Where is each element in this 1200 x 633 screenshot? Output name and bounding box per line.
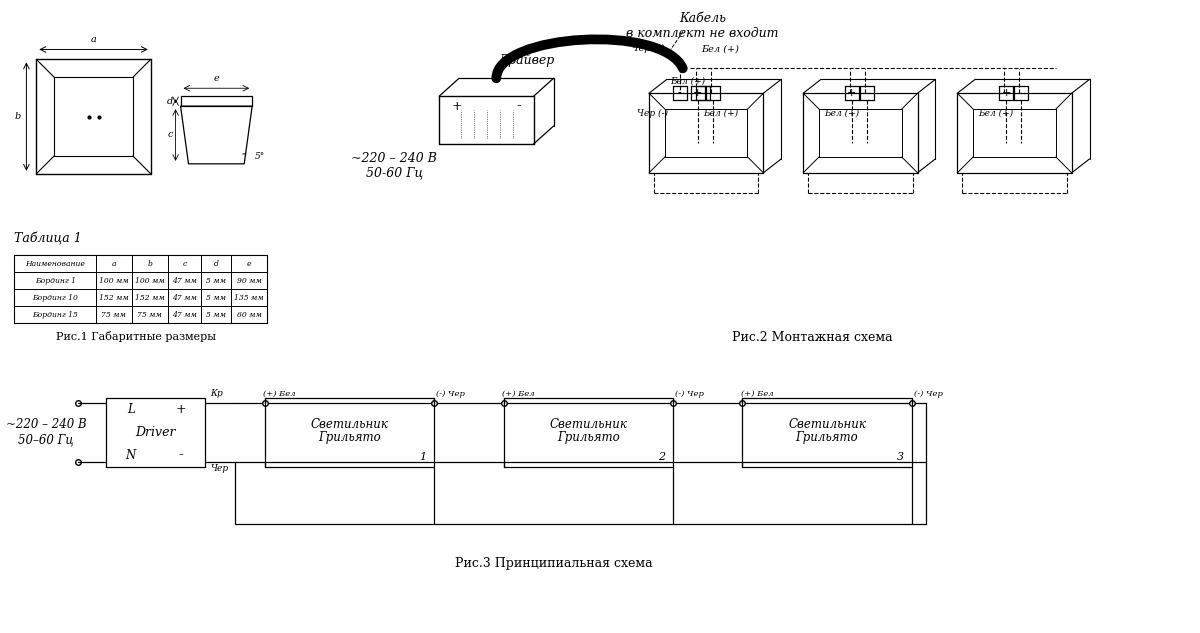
Text: 75 мм: 75 мм (137, 311, 162, 318)
Text: Светильник: Светильник (311, 418, 389, 430)
Text: ~220 – 240 В
50-60 Гц: ~220 – 240 В 50-60 Гц (352, 152, 437, 180)
Text: Грильято: Грильято (796, 432, 858, 444)
Text: (-) Чер: (-) Чер (913, 389, 942, 398)
Text: Драйвер: Драйвер (499, 54, 556, 68)
Text: 47 мм: 47 мм (172, 294, 197, 301)
Text: 47 мм: 47 мм (172, 277, 197, 285)
Text: Бординг 15: Бординг 15 (32, 311, 78, 318)
Text: Светильник: Светильник (788, 418, 866, 430)
Text: b: b (14, 112, 20, 121)
Text: L: L (127, 403, 134, 416)
Text: e: e (214, 74, 220, 84)
Text: 5 мм: 5 мм (206, 311, 227, 318)
Text: Чер (-): Чер (-) (631, 44, 665, 53)
Text: d: d (167, 97, 173, 106)
Text: +: + (1001, 88, 1010, 98)
Text: 135 мм: 135 мм (234, 294, 264, 301)
Text: -: - (678, 88, 682, 98)
Text: Бел (+): Бел (+) (671, 76, 706, 85)
Text: d: d (214, 260, 218, 268)
Text: Грильято: Грильято (557, 432, 619, 444)
Text: b: b (148, 260, 152, 268)
Text: 75 мм: 75 мм (102, 311, 126, 318)
Text: 2: 2 (658, 452, 665, 462)
Text: Бел (+): Бел (+) (978, 109, 1014, 118)
Text: 5 мм: 5 мм (206, 294, 227, 301)
Text: a: a (112, 260, 116, 268)
Text: 60 мм: 60 мм (236, 311, 262, 318)
Text: Бел (+): Бел (+) (824, 109, 859, 118)
Text: (+) Бел: (+) Бел (740, 389, 773, 398)
Text: N: N (126, 449, 136, 461)
Text: Рис.1 Габаритные размеры: Рис.1 Габаритные размеры (56, 331, 216, 342)
Text: Светильник: Светильник (550, 418, 628, 430)
Text: (-) Чер: (-) Чер (674, 389, 703, 398)
Text: 47 мм: 47 мм (172, 311, 197, 318)
Text: 5 мм: 5 мм (206, 277, 227, 285)
Text: -: - (516, 99, 521, 113)
Text: 5°: 5° (256, 152, 265, 161)
Text: -: - (178, 448, 182, 462)
Text: Driver: Driver (136, 426, 176, 439)
Text: Рис.2 Монтажная схема: Рис.2 Монтажная схема (732, 331, 893, 344)
Text: Бординг 1: Бординг 1 (35, 277, 76, 285)
Text: e: e (247, 260, 252, 268)
Text: Кабель: Кабель (679, 11, 726, 25)
Text: +: + (694, 88, 702, 98)
Text: c: c (167, 130, 173, 139)
Text: 152 мм: 152 мм (100, 294, 128, 301)
Text: Чер (-): Чер (-) (637, 108, 668, 118)
Text: 90 мм: 90 мм (236, 277, 262, 285)
Text: Таблица 1: Таблица 1 (14, 232, 83, 246)
Text: Бел (+): Бел (+) (701, 44, 738, 53)
Text: Чер: Чер (210, 464, 228, 473)
Text: Грильято: Грильято (318, 432, 382, 444)
Text: 100 мм: 100 мм (134, 277, 164, 285)
Text: 100 мм: 100 мм (100, 277, 128, 285)
Text: (+) Бел: (+) Бел (263, 389, 295, 398)
Text: Бел (+): Бел (+) (703, 109, 738, 118)
Text: Кр: Кр (210, 389, 223, 398)
Text: (-) Чер: (-) Чер (436, 389, 466, 398)
Text: 1: 1 (419, 452, 426, 462)
Text: Рис.3 Принципиальная схема: Рис.3 Принципиальная схема (455, 556, 653, 570)
Text: в комплект не входит: в комплект не входит (626, 27, 779, 40)
Text: a: a (91, 35, 96, 44)
Text: +: + (175, 403, 186, 416)
Text: 3: 3 (896, 452, 904, 462)
Text: +: + (847, 88, 857, 98)
Text: ~220 – 240 В
50–60 Гц: ~220 – 240 В 50–60 Гц (6, 418, 86, 446)
Text: c: c (182, 260, 187, 268)
Text: +: + (451, 99, 462, 113)
Text: (+) Бел: (+) Бел (502, 389, 534, 398)
Text: Бординг 10: Бординг 10 (32, 294, 78, 301)
Text: 152 мм: 152 мм (134, 294, 164, 301)
Text: Наименование: Наименование (25, 260, 85, 268)
